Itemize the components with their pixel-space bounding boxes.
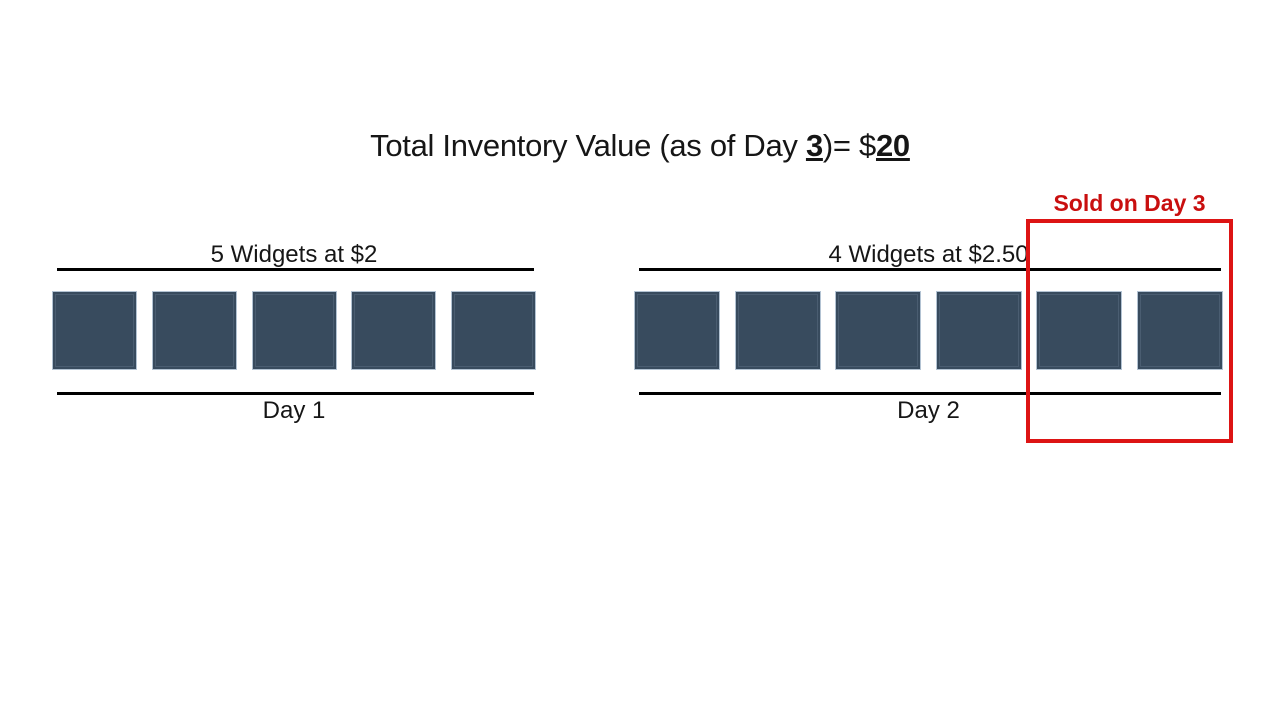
- widget-square: [451, 291, 536, 370]
- day1-widgets-row: [52, 291, 536, 370]
- title-prefix: Total Inventory Value (as of Day: [370, 128, 806, 163]
- day2-bottom-line: [639, 392, 1221, 395]
- day2-label: Day 2: [897, 397, 960, 424]
- day1-bottom-line: [57, 392, 534, 395]
- sold-on-day3-label: Sold on Day 3: [1053, 190, 1206, 216]
- day2-top-line: [639, 268, 1221, 271]
- widget-square: [251, 291, 337, 370]
- title-total-value: 20: [875, 128, 910, 163]
- widget-square: [734, 291, 821, 370]
- widget-square: [935, 291, 1022, 370]
- day2-widgets-row: [634, 291, 1223, 370]
- widget-square: [151, 291, 237, 370]
- day2-price-label: 4 Widgets at $2.50: [828, 241, 1029, 268]
- slide-title: Total Inventory Value (as of Day 3)= $20: [0, 128, 1280, 164]
- title-middle: )= $: [822, 128, 876, 163]
- sold-on-day3-box: [1026, 219, 1233, 443]
- day1-top-line: [57, 268, 534, 271]
- widget-square: [1036, 291, 1123, 370]
- day1-group: 5 Widgets at $2 Day 1: [52, 240, 536, 430]
- widget-square: [52, 291, 137, 370]
- widget-square: [634, 291, 720, 370]
- day1-price-label: 5 Widgets at $2: [210, 241, 378, 268]
- widget-square: [351, 291, 437, 370]
- widget-square: [835, 291, 922, 370]
- day1-label: Day 1: [262, 397, 326, 424]
- title-day-number: 3: [805, 128, 823, 163]
- widget-square: [1136, 291, 1223, 370]
- day2-group: 4 Widgets at $2.50 Day 2: [634, 240, 1223, 430]
